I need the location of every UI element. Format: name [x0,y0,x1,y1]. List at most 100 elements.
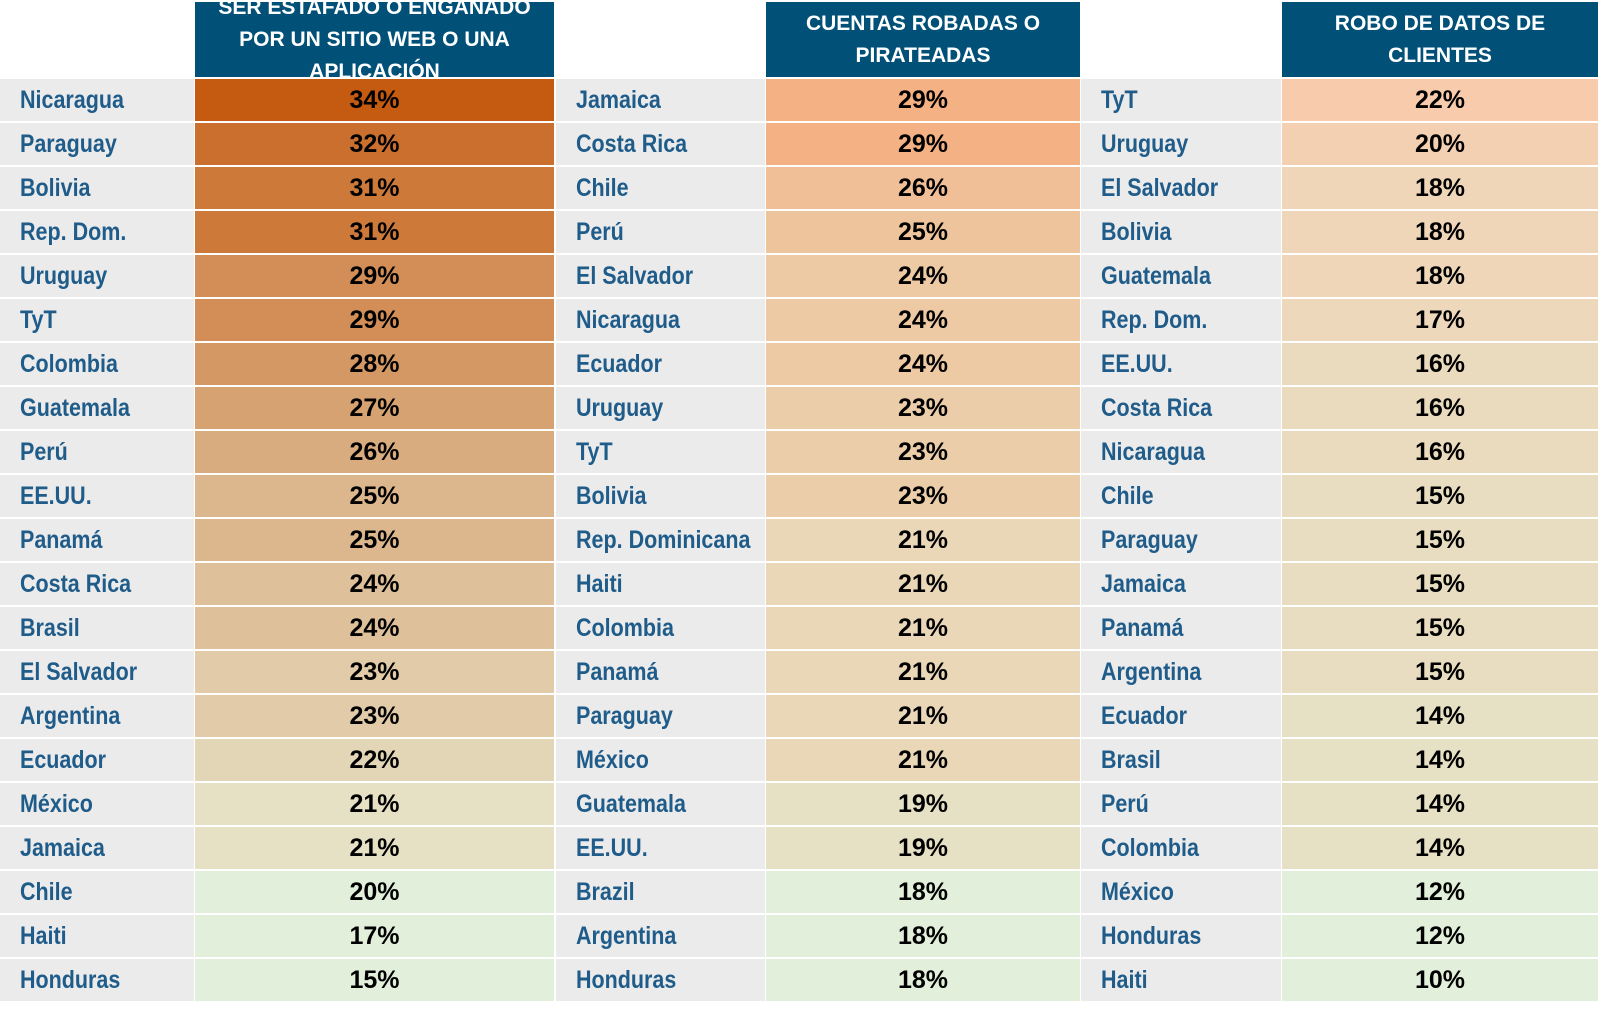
country-cell: Honduras [556,959,765,1001]
cell-text: 24% [349,569,400,598]
cell-text: Jamaica [576,85,661,114]
value-cell: 14% [1282,783,1598,825]
country-cell: Rep. Dom. [0,211,194,253]
cell-text: 22% [1414,85,1466,114]
value-cell: 24% [195,607,554,649]
cell-text: EE.UU. [20,481,92,510]
value-cell: 29% [766,79,1080,121]
country-cell: Haiti [556,563,765,605]
cell-text: 29% [897,85,949,114]
value-cell: 29% [195,299,554,341]
cell-text: Chile [1101,481,1154,510]
value-cell: 12% [1282,871,1598,913]
value-cell: 15% [1282,607,1598,649]
cell-text: 24% [897,261,949,290]
value-cell: 21% [766,563,1080,605]
value-cell: 29% [766,123,1080,165]
value-cell: 14% [1282,827,1598,869]
country-cell: Chile [1081,475,1281,517]
cell-text: Guatemala [1101,261,1211,290]
cell-text: Uruguay [1101,129,1189,158]
cell-text: 14% [1414,745,1466,774]
cell-text: 15% [1414,481,1466,510]
cell-text: Colombia [20,349,118,378]
value-cell: 12% [1282,915,1598,957]
cell-text: Guatemala [576,789,686,818]
cell-text: Perú [20,437,68,466]
value-cell: 23% [766,431,1080,473]
cell-text: 23% [897,437,949,466]
cell-text: 17% [1414,305,1466,334]
value-cell: 16% [1282,387,1598,429]
value-cell: 23% [195,695,554,737]
value-cell: 21% [766,695,1080,737]
country-cell: Guatemala [556,783,765,825]
cell-text: EE.UU. [576,833,648,862]
value-cell: 21% [766,739,1080,781]
cell-text: 25% [897,217,949,246]
country-cell: Jamaica [556,79,765,121]
cell-text: Ecuador [1101,701,1188,730]
cell-text: Nicaragua [576,305,680,334]
cell-text: 21% [897,657,949,686]
country-cell: El Salvador [1081,167,1281,209]
cell-text: 15% [349,965,400,994]
value-cell: 15% [1282,651,1598,693]
value-cell: 15% [1282,519,1598,561]
cell-text: Ecuador [576,349,663,378]
country-cell: El Salvador [0,651,194,693]
cell-text: Honduras [1101,921,1202,950]
value-cell: 18% [1282,255,1598,297]
country-cell: EE.UU. [0,475,194,517]
cell-text: Rep. Dom. [20,217,127,246]
cell-text: Bolivia [1101,217,1172,246]
value-cell: 18% [1282,167,1598,209]
cell-text: 15% [1414,569,1466,598]
cell-text: Panamá [20,525,103,554]
value-cell: 26% [195,431,554,473]
cell-text: Brasil [1101,745,1161,774]
cell-text: Paraguay [1101,525,1198,554]
column-header: CUENTAS ROBADAS O PIRATEADAS [766,2,1080,77]
cell-text: México [20,789,93,818]
cell-text: 16% [1414,349,1466,378]
cell-text: 12% [1414,877,1466,906]
cell-text: 21% [897,613,949,642]
value-cell: 32% [195,123,554,165]
country-cell: TyT [556,431,765,473]
cell-text: Colombia [576,613,674,642]
value-cell: 14% [1282,739,1598,781]
country-cell: Costa Rica [0,563,194,605]
country-cell: Panamá [556,651,765,693]
cell-text: Argentina [1101,657,1202,686]
country-cell: Ecuador [0,739,194,781]
country-cell: Haiti [0,915,194,957]
country-cell: EE.UU. [1081,343,1281,385]
cell-text: Costa Rica [20,569,132,598]
cell-text: 31% [349,217,400,246]
cell-text: 14% [1414,789,1466,818]
cell-text: 24% [349,613,400,642]
cell-text: Bolivia [20,173,91,202]
value-cell: 15% [1282,563,1598,605]
country-cell: El Salvador [556,255,765,297]
country-cell: Jamaica [0,827,194,869]
cell-text: ROBO DE DATOS DE CLIENTES [1334,11,1546,67]
country-cell: México [556,739,765,781]
cell-text: EE.UU. [1101,349,1173,378]
cell-text: Paraguay [20,129,117,158]
cell-text: Panamá [1101,613,1184,642]
value-cell: 24% [195,563,554,605]
country-cell: Guatemala [1081,255,1281,297]
value-cell: 10% [1282,959,1598,1001]
country-cell: Uruguay [0,255,194,297]
cell-text: El Salvador [1101,173,1219,202]
cell-text: México [576,745,649,774]
cell-text: Jamaica [20,833,105,862]
country-cell: Guatemala [0,387,194,429]
cell-text: Brazil [576,877,635,906]
cell-text: 31% [349,173,400,202]
cell-text: Perú [576,217,624,246]
country-cell: Honduras [1081,915,1281,957]
cell-text: Haiti [576,569,623,598]
